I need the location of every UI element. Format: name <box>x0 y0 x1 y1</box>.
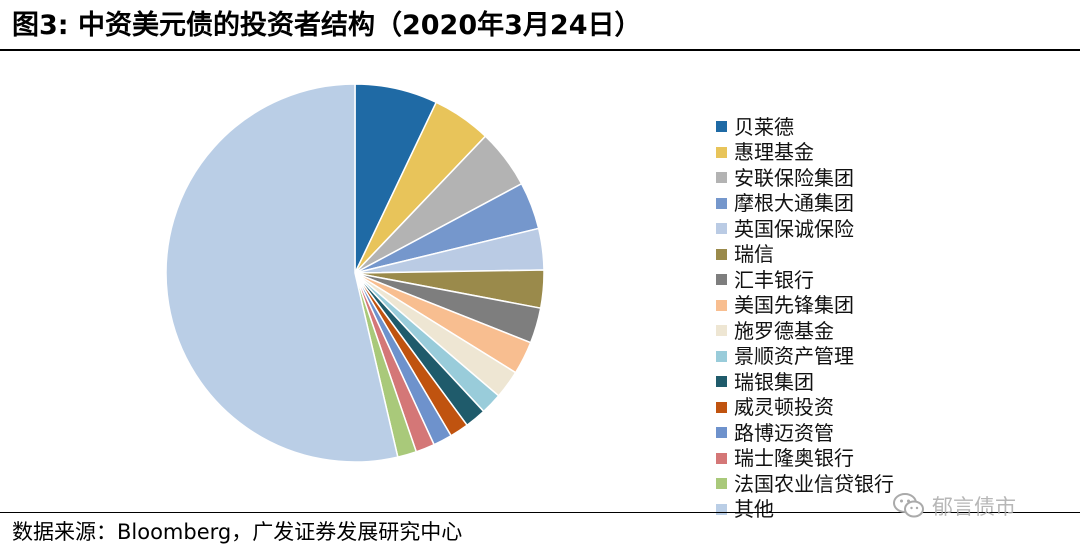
pie-chart-area: 贝莱德 惠理基金 安联保险集团 摩根大通集团 英国保诚保险 瑞信 汇丰银行 美国先锋集团 施罗德… <box>0 52 1080 520</box>
legend-label: 法国农业信贷银行 <box>734 471 894 496</box>
legend-item: 威灵顿投资 <box>716 395 894 421</box>
chart-title: 图3: 中资美元债的投资者结构（2020年3月24日） <box>12 10 642 41</box>
title-divider <box>0 49 1080 51</box>
legend-item: 贝莱德 <box>716 114 894 140</box>
legend-item: 瑞银集团 <box>716 369 894 395</box>
legend-swatch <box>716 121 727 133</box>
legend-item: 惠理基金 <box>716 140 894 166</box>
legend-item: 瑞士隆奥银行 <box>716 446 894 472</box>
legend-label: 美国先锋集团 <box>734 293 854 318</box>
legend-label: 摩根大通集团 <box>734 191 854 216</box>
legend-label: 英国保诚保险 <box>734 216 854 241</box>
wechat-icon <box>893 493 924 518</box>
legend-label: 汇丰银行 <box>734 267 814 292</box>
legend-swatch <box>716 172 727 184</box>
legend-swatch <box>716 427 727 439</box>
legend-swatch <box>716 248 727 260</box>
legend-swatch <box>716 376 727 388</box>
legend-swatch <box>716 503 727 515</box>
legend-label: 惠理基金 <box>734 140 814 165</box>
legend-label: 瑞信 <box>734 242 774 267</box>
legend-label: 瑞银集团 <box>734 369 814 394</box>
legend-item: 瑞信 <box>716 242 894 268</box>
legend-item: 施罗德基金 <box>716 318 894 344</box>
legend-label: 施罗德基金 <box>734 318 834 343</box>
legend-swatch <box>716 299 727 311</box>
legend-swatch <box>716 146 727 158</box>
legend-item: 安联保险集团 <box>716 165 894 191</box>
pie-slice-15 <box>165 83 399 463</box>
legend-label: 贝莱德 <box>734 114 794 139</box>
legend-swatch <box>716 223 727 235</box>
legend-item: 法国农业信贷银行 <box>716 471 894 497</box>
legend-label: 瑞士隆奥银行 <box>734 446 854 471</box>
legend-swatch <box>716 478 727 490</box>
pie-chart <box>165 83 545 463</box>
source-note: 数据来源：Bloomberg，广发证券发展研究中心 <box>12 520 463 544</box>
legend-item: 景顺资产管理 <box>716 344 894 370</box>
legend-swatch <box>716 274 727 286</box>
legend-item: 摩根大通集团 <box>716 191 894 217</box>
chart-legend: 贝莱德 惠理基金 安联保险集团 摩根大通集团 英国保诚保险 瑞信 汇丰银行 美国先锋集团 施罗德… <box>716 114 894 522</box>
legend-item: 其他 <box>716 497 894 523</box>
legend-item: 英国保诚保险 <box>716 216 894 242</box>
legend-label: 安联保险集团 <box>734 165 854 190</box>
source-divider <box>0 512 1080 513</box>
legend-label: 威灵顿投资 <box>734 395 834 420</box>
watermark-text: 郁言债市 <box>932 495 1016 519</box>
legend-item: 路博迈资管 <box>716 420 894 446</box>
legend-swatch <box>716 350 727 362</box>
watermark: 郁言债市 <box>892 489 1016 523</box>
legend-item: 汇丰银行 <box>716 267 894 293</box>
legend-swatch <box>716 452 727 464</box>
legend-swatch <box>716 325 727 337</box>
legend-label: 其他 <box>734 497 774 522</box>
legend-item: 美国先锋集团 <box>716 293 894 319</box>
legend-swatch <box>716 197 727 209</box>
legend-swatch <box>716 401 727 413</box>
legend-label: 景顺资产管理 <box>734 344 854 369</box>
legend-label: 路博迈资管 <box>734 420 834 445</box>
